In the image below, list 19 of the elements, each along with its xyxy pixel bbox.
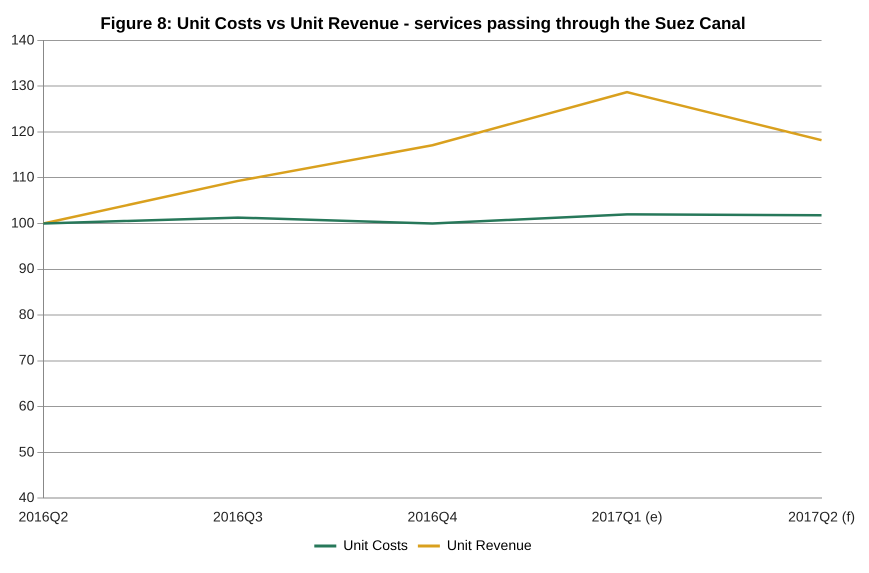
- y-tick-label: 50: [18, 443, 35, 460]
- x-tick-label: 2017Q2 (f): [788, 508, 856, 524]
- x-tick-label: 2016Q3: [212, 508, 264, 524]
- y-tick-label: 70: [18, 352, 35, 368]
- legend-label: Unit Costs: [343, 536, 408, 553]
- y-tick-label: 120: [11, 122, 35, 139]
- x-tick-label: 2016Q2: [18, 508, 68, 524]
- y-tick-label: 80: [18, 306, 35, 322]
- x-tick-label: 2017Q1 (e): [592, 508, 662, 524]
- y-tick-label: 40: [18, 489, 35, 506]
- y-tick-label: 60: [18, 398, 35, 414]
- y-tick-label: 140: [11, 31, 35, 48]
- chart-title: Figure 8: Unit Costs vs Unit Revenue - services passing through the Suez Canal: [100, 14, 746, 33]
- y-tick-label: 90: [18, 260, 35, 276]
- x-tick-label: 2016Q4: [408, 508, 458, 524]
- y-tick-label: 130: [11, 77, 35, 94]
- y-tick-label: 100: [11, 214, 35, 230]
- legend-label: Unit Revenue: [446, 536, 532, 553]
- y-tick-label: 110: [12, 168, 35, 185]
